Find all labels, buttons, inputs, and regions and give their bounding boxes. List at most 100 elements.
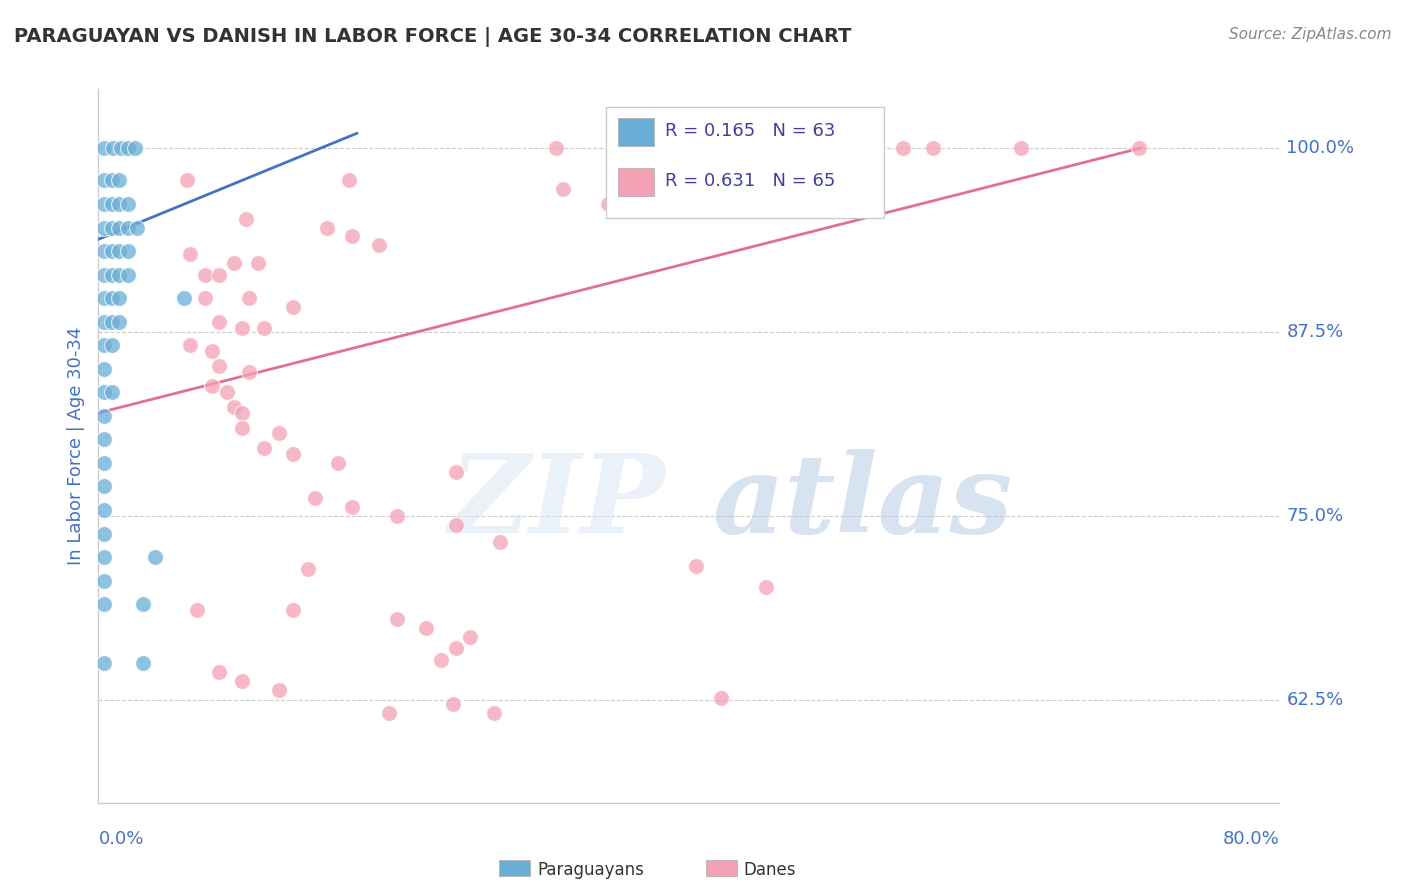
Point — [342, 229, 364, 244]
Point — [297, 562, 319, 576]
Text: 87.5%: 87.5% — [1286, 323, 1344, 341]
Point — [143, 550, 166, 565]
Point — [441, 697, 464, 711]
Point — [132, 597, 155, 611]
Point — [93, 433, 115, 447]
Point — [93, 656, 115, 670]
Point — [186, 603, 208, 617]
Point — [208, 268, 231, 282]
Point — [235, 211, 257, 226]
Point — [231, 420, 253, 434]
Text: 75.0%: 75.0% — [1286, 507, 1344, 524]
Point — [267, 426, 290, 441]
Point — [100, 268, 122, 282]
Point — [93, 197, 115, 211]
Point — [253, 320, 276, 334]
Point — [1128, 141, 1150, 155]
Point — [173, 291, 195, 305]
Point — [108, 244, 131, 258]
FancyBboxPatch shape — [619, 118, 654, 146]
Point — [444, 517, 467, 532]
Point — [208, 359, 231, 373]
Point — [117, 141, 139, 155]
Point — [93, 268, 115, 282]
Point — [921, 141, 943, 155]
Text: 62.5%: 62.5% — [1286, 690, 1344, 709]
Point — [633, 141, 655, 155]
Point — [110, 141, 132, 155]
Point — [208, 665, 231, 679]
Text: 100.0%: 100.0% — [1286, 139, 1354, 157]
Point — [891, 141, 914, 155]
Point — [430, 653, 453, 667]
Point — [304, 491, 326, 506]
Point — [100, 385, 122, 400]
Point — [93, 291, 115, 305]
Point — [553, 182, 575, 196]
Point — [124, 141, 146, 155]
Point — [385, 612, 408, 626]
Point — [93, 141, 115, 155]
Point — [132, 656, 155, 670]
Point — [267, 682, 290, 697]
Point — [231, 406, 253, 420]
Text: PARAGUAYAN VS DANISH IN LABOR FORCE | AGE 30-34 CORRELATION CHART: PARAGUAYAN VS DANISH IN LABOR FORCE | AG… — [14, 27, 852, 46]
Point — [208, 315, 231, 329]
Point — [596, 197, 619, 211]
Point — [108, 291, 131, 305]
Point — [93, 409, 115, 423]
FancyBboxPatch shape — [619, 168, 654, 196]
Point — [337, 173, 360, 187]
Point — [93, 361, 115, 376]
Point — [238, 291, 260, 305]
Point — [100, 220, 122, 235]
Point — [117, 197, 139, 211]
Point — [125, 220, 148, 235]
Point — [482, 706, 505, 720]
Point — [201, 344, 224, 359]
Point — [179, 338, 201, 352]
Point — [93, 574, 115, 588]
FancyBboxPatch shape — [606, 107, 884, 218]
Point — [755, 580, 778, 594]
Point — [100, 338, 122, 352]
Point — [93, 479, 115, 493]
Point — [415, 621, 437, 635]
Point — [108, 173, 131, 187]
Point — [605, 141, 627, 155]
Point — [231, 320, 253, 334]
Point — [685, 558, 707, 573]
Point — [93, 550, 115, 565]
Point — [93, 173, 115, 187]
Point — [238, 365, 260, 379]
Point — [224, 256, 246, 270]
Point — [93, 597, 115, 611]
Point — [1010, 141, 1032, 155]
Point — [316, 220, 339, 235]
Point — [253, 441, 276, 455]
Point — [108, 315, 131, 329]
Text: ZIP: ZIP — [449, 450, 665, 557]
Point — [93, 526, 115, 541]
Point — [460, 630, 482, 644]
Point — [108, 268, 131, 282]
Point — [231, 673, 253, 688]
Point — [93, 220, 115, 235]
Point — [108, 220, 131, 235]
Text: 0.0%: 0.0% — [98, 830, 143, 847]
Point — [176, 173, 198, 187]
Point — [368, 238, 391, 252]
Point — [93, 244, 115, 258]
Text: R = 0.631   N = 65: R = 0.631 N = 65 — [665, 171, 835, 189]
Point — [326, 456, 349, 470]
Point — [342, 500, 364, 514]
Text: Source: ZipAtlas.com: Source: ZipAtlas.com — [1229, 27, 1392, 42]
Point — [93, 456, 115, 470]
Point — [283, 447, 305, 461]
Point — [117, 244, 139, 258]
Point — [710, 691, 733, 706]
Point — [100, 315, 122, 329]
Point — [194, 291, 217, 305]
Point — [201, 379, 224, 393]
Point — [93, 315, 115, 329]
